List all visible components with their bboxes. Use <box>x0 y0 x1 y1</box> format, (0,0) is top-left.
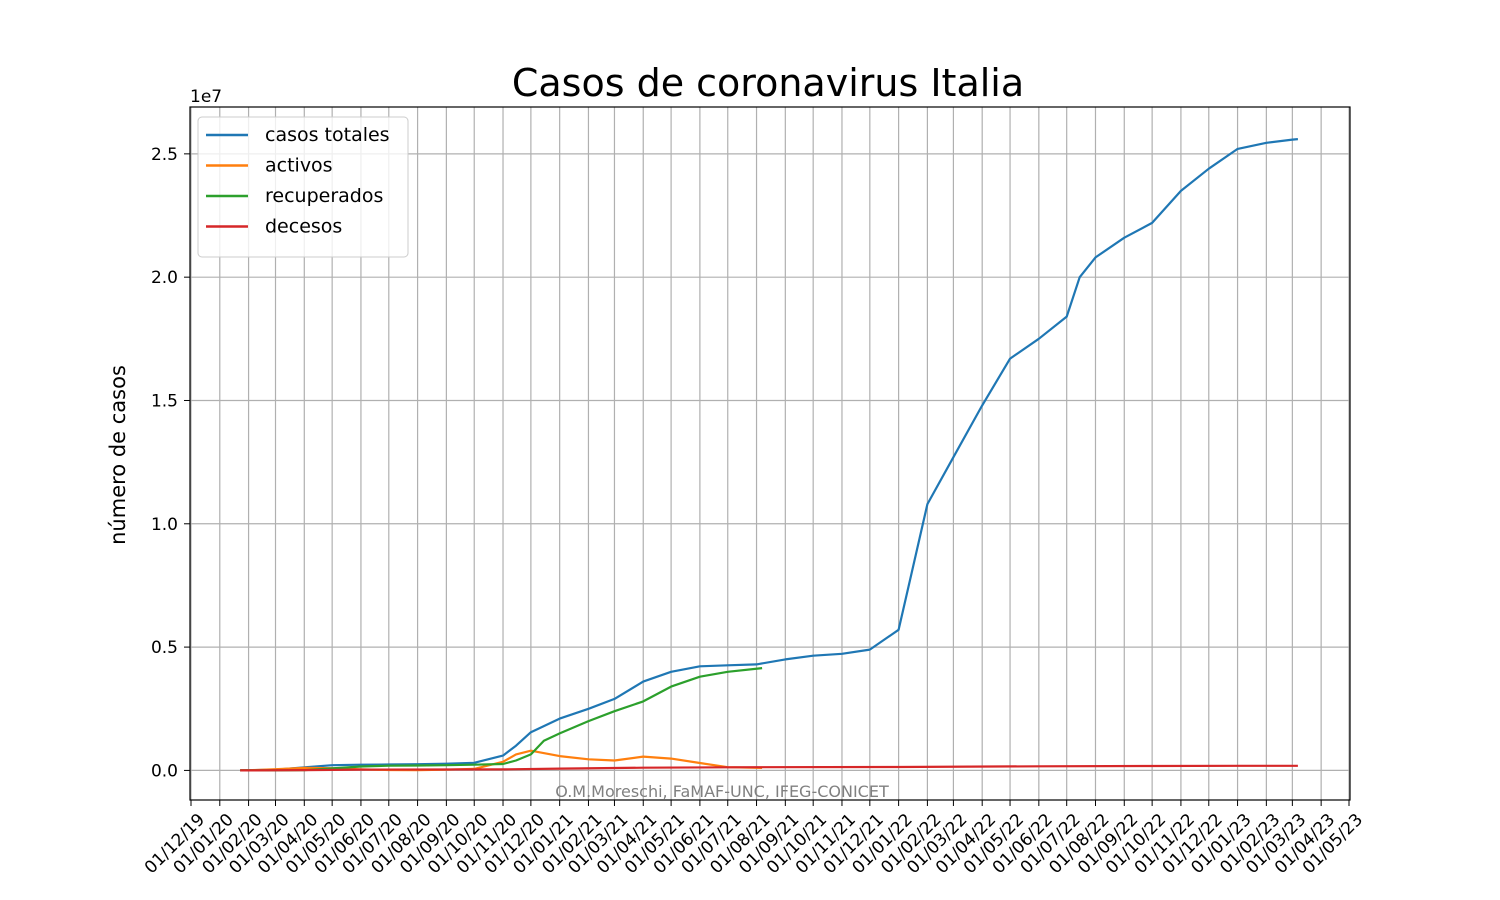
y-axis-label: número de casos <box>106 365 130 545</box>
y-tick-label: 2.5 <box>151 145 178 165</box>
lines <box>240 138 1298 772</box>
series-line <box>240 749 763 772</box>
legend-label: decesos <box>265 216 342 238</box>
series-line <box>240 138 1298 772</box>
y-offset-label: 1e7 <box>190 87 222 107</box>
y-tick-label: 1.5 <box>151 391 178 411</box>
plot-frame <box>189 106 1351 801</box>
y-tick-label: 2.0 <box>151 268 178 288</box>
legend: casos totales activos recuperados decesos <box>197 116 409 258</box>
legend-label: activos <box>265 155 333 177</box>
chart-title: Casos de coronavirus Italia <box>512 61 1024 105</box>
y-tick-label: 1.0 <box>151 515 178 535</box>
series-line <box>240 764 1298 772</box>
legend-label: casos totales <box>265 124 390 146</box>
legend-box <box>197 116 409 258</box>
legend-label: recuperados <box>265 185 383 207</box>
y-tick-label: 0.5 <box>151 638 178 658</box>
y-tick-label: 0.0 <box>151 761 178 781</box>
annotation: O.M.Moreschi, FaMAF-UNC, IFEG-CONICET <box>555 782 889 801</box>
